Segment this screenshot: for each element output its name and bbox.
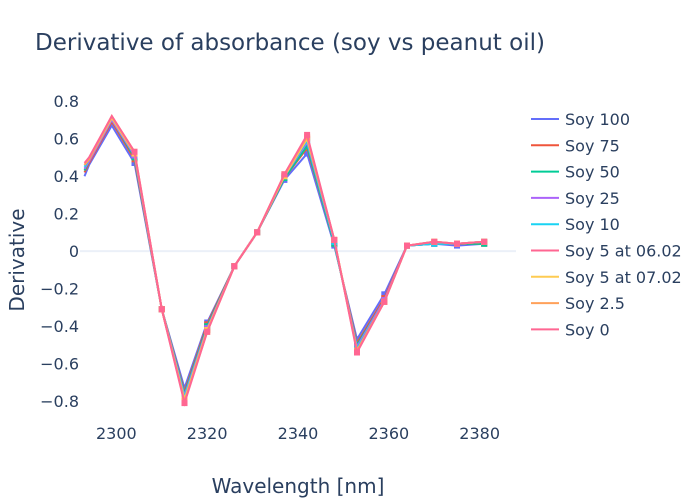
y-tick-label: −0.4 — [40, 317, 79, 336]
data-point — [331, 236, 338, 243]
legend-label: Soy 50 — [565, 163, 620, 182]
legend-label: Soy 75 — [565, 136, 620, 155]
legend-label: Soy 2.5 — [565, 294, 625, 313]
x-tick-label: 2300 — [96, 424, 137, 443]
legend-item[interactable]: Soy 5 at 07.02 — [531, 268, 682, 287]
legend-label: Soy 100 — [565, 110, 630, 129]
y-axis-title: Derivative — [5, 208, 29, 311]
data-point — [404, 242, 410, 249]
data-point — [204, 328, 211, 335]
legend-label: Soy 0 — [565, 320, 610, 339]
legend-item[interactable]: Soy 25 — [531, 189, 620, 208]
data-point — [231, 263, 238, 270]
series-8 — [83, 114, 488, 407]
x-axis-title: Wavelength [nm] — [212, 474, 385, 498]
y-tick-label: −0.2 — [40, 280, 79, 299]
legend-item[interactable]: Soy 50 — [531, 163, 620, 182]
legend-item[interactable]: Soy 2.5 — [531, 294, 625, 313]
legend-item[interactable]: Soy 10 — [531, 215, 620, 234]
y-tick-label: 0.4 — [54, 167, 79, 186]
y-axis-ticks: −0.8 −0.6 −0.4 −0.2 0 0.2 0.4 0.6 0.8 — [40, 92, 79, 411]
x-axis-ticks: 2300 2320 2340 2360 2380 — [96, 424, 500, 443]
data-point — [304, 150, 311, 157]
data-point — [481, 238, 488, 245]
data-point — [381, 291, 388, 298]
data-point — [131, 148, 138, 155]
x-tick-label: 2360 — [368, 424, 409, 443]
legend-label: Soy 5 at 06.02 — [565, 242, 682, 261]
data-point — [454, 240, 460, 247]
y-tick-label: −0.6 — [40, 355, 79, 374]
x-tick-label: 2340 — [278, 424, 319, 443]
series-group — [83, 114, 488, 407]
data-point — [354, 349, 360, 356]
legend-item[interactable]: Soy 5 at 06.02 — [531, 242, 682, 261]
y-tick-label: 0.2 — [54, 205, 79, 224]
plot-area — [80, 114, 516, 407]
data-point — [431, 238, 438, 245]
x-tick-label: 2320 — [187, 424, 228, 443]
legend-label: Soy 10 — [565, 215, 620, 234]
y-tick-label: 0 — [69, 242, 79, 261]
y-tick-label: 0.8 — [54, 92, 79, 111]
data-point — [304, 131, 311, 138]
y-tick-label: −0.8 — [40, 392, 79, 411]
data-point — [254, 229, 261, 236]
series-line — [83, 114, 485, 407]
data-point — [158, 306, 165, 313]
x-tick-label: 2380 — [459, 424, 500, 443]
data-point — [381, 298, 388, 305]
data-point — [281, 171, 288, 178]
legend[interactable]: Soy 100 Soy 75 Soy 50 Soy 25 Soy 10 Soy 5 at … — [531, 110, 682, 339]
legend-label: Soy 25 — [565, 189, 620, 208]
legend-item[interactable]: Soy 0 — [531, 320, 610, 339]
data-point — [181, 400, 188, 407]
legend-item[interactable]: Soy 100 — [531, 110, 630, 129]
data-point — [181, 385, 188, 392]
legend-item[interactable]: Soy 75 — [531, 136, 620, 155]
chart-title: Derivative of absorbance (soy vs peanut … — [35, 30, 545, 56]
legend-label: Soy 5 at 07.02 — [565, 268, 682, 287]
y-tick-label: 0.6 — [54, 130, 79, 149]
